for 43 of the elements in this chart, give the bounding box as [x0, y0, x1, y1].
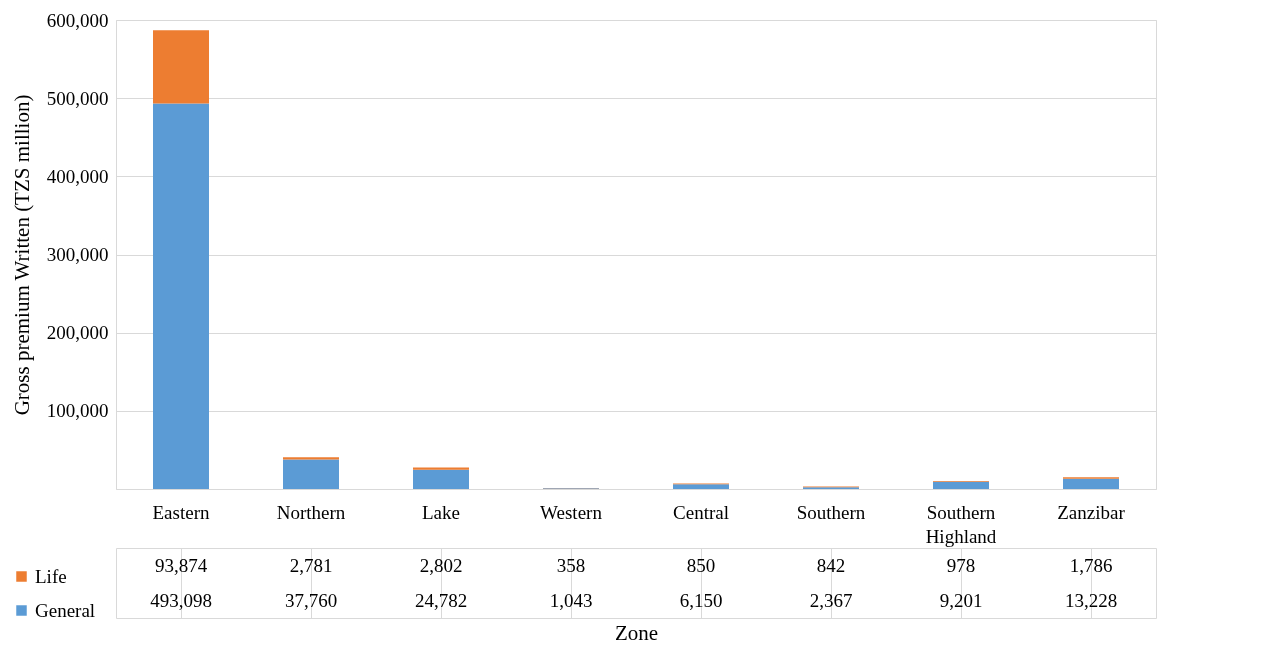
x-tick-label: Northern [276, 501, 346, 523]
y-tick-label: 600,000 [46, 9, 109, 31]
bar [413, 467, 469, 470]
data-label: 93,874 [154, 554, 208, 576]
x-tick-label: Central [673, 501, 729, 523]
legend-label: General [35, 599, 96, 621]
x-tick-label: Eastern [152, 501, 210, 523]
y-tick-label: 300,000 [46, 244, 109, 265]
data-label: 37,760 [284, 589, 338, 611]
bar [673, 484, 729, 489]
legend-label: Life [35, 565, 67, 587]
data-label: 1,786 [1069, 554, 1113, 576]
x-axis-title: Zone [614, 620, 659, 645]
bar [413, 469, 469, 489]
data-label: 493,098 [150, 589, 212, 611]
data-label: 358 [556, 554, 586, 576]
y-tick-label: 500,000 [46, 87, 109, 109]
x-tick-label: Southern [796, 501, 866, 523]
x-tick-label: Zanzibar [1057, 501, 1126, 523]
data-label: 978 [946, 554, 976, 576]
data-label: 9,201 [939, 589, 983, 611]
y-tick-label: 400,000 [46, 165, 109, 187]
data-label: 1,043 [549, 589, 593, 611]
data-label: 6,150 [679, 589, 723, 611]
y-tick-label: 100,000 [46, 400, 109, 422]
data-label: 850 [686, 554, 716, 576]
data-label: 24,782 [414, 589, 468, 611]
bar [1063, 478, 1119, 489]
bar [153, 103, 209, 489]
data-label: 2,802 [419, 554, 463, 576]
data-label: 2,367 [809, 589, 853, 611]
bar [933, 481, 989, 489]
y-axis-title: Gross premium Written (TZS million) [9, 94, 34, 416]
data-label: 13,228 [1064, 589, 1118, 611]
x-tick-label: Lake [422, 501, 460, 523]
bar [283, 459, 339, 489]
x-tick-label: Western [540, 501, 603, 523]
bar [153, 30, 209, 104]
y-tick-label: 200,000 [46, 322, 109, 344]
x-tick-label: Southern Highland [925, 501, 997, 547]
bar [283, 457, 339, 460]
data-label: 2,781 [289, 554, 333, 576]
data-label: 842 [816, 554, 846, 576]
